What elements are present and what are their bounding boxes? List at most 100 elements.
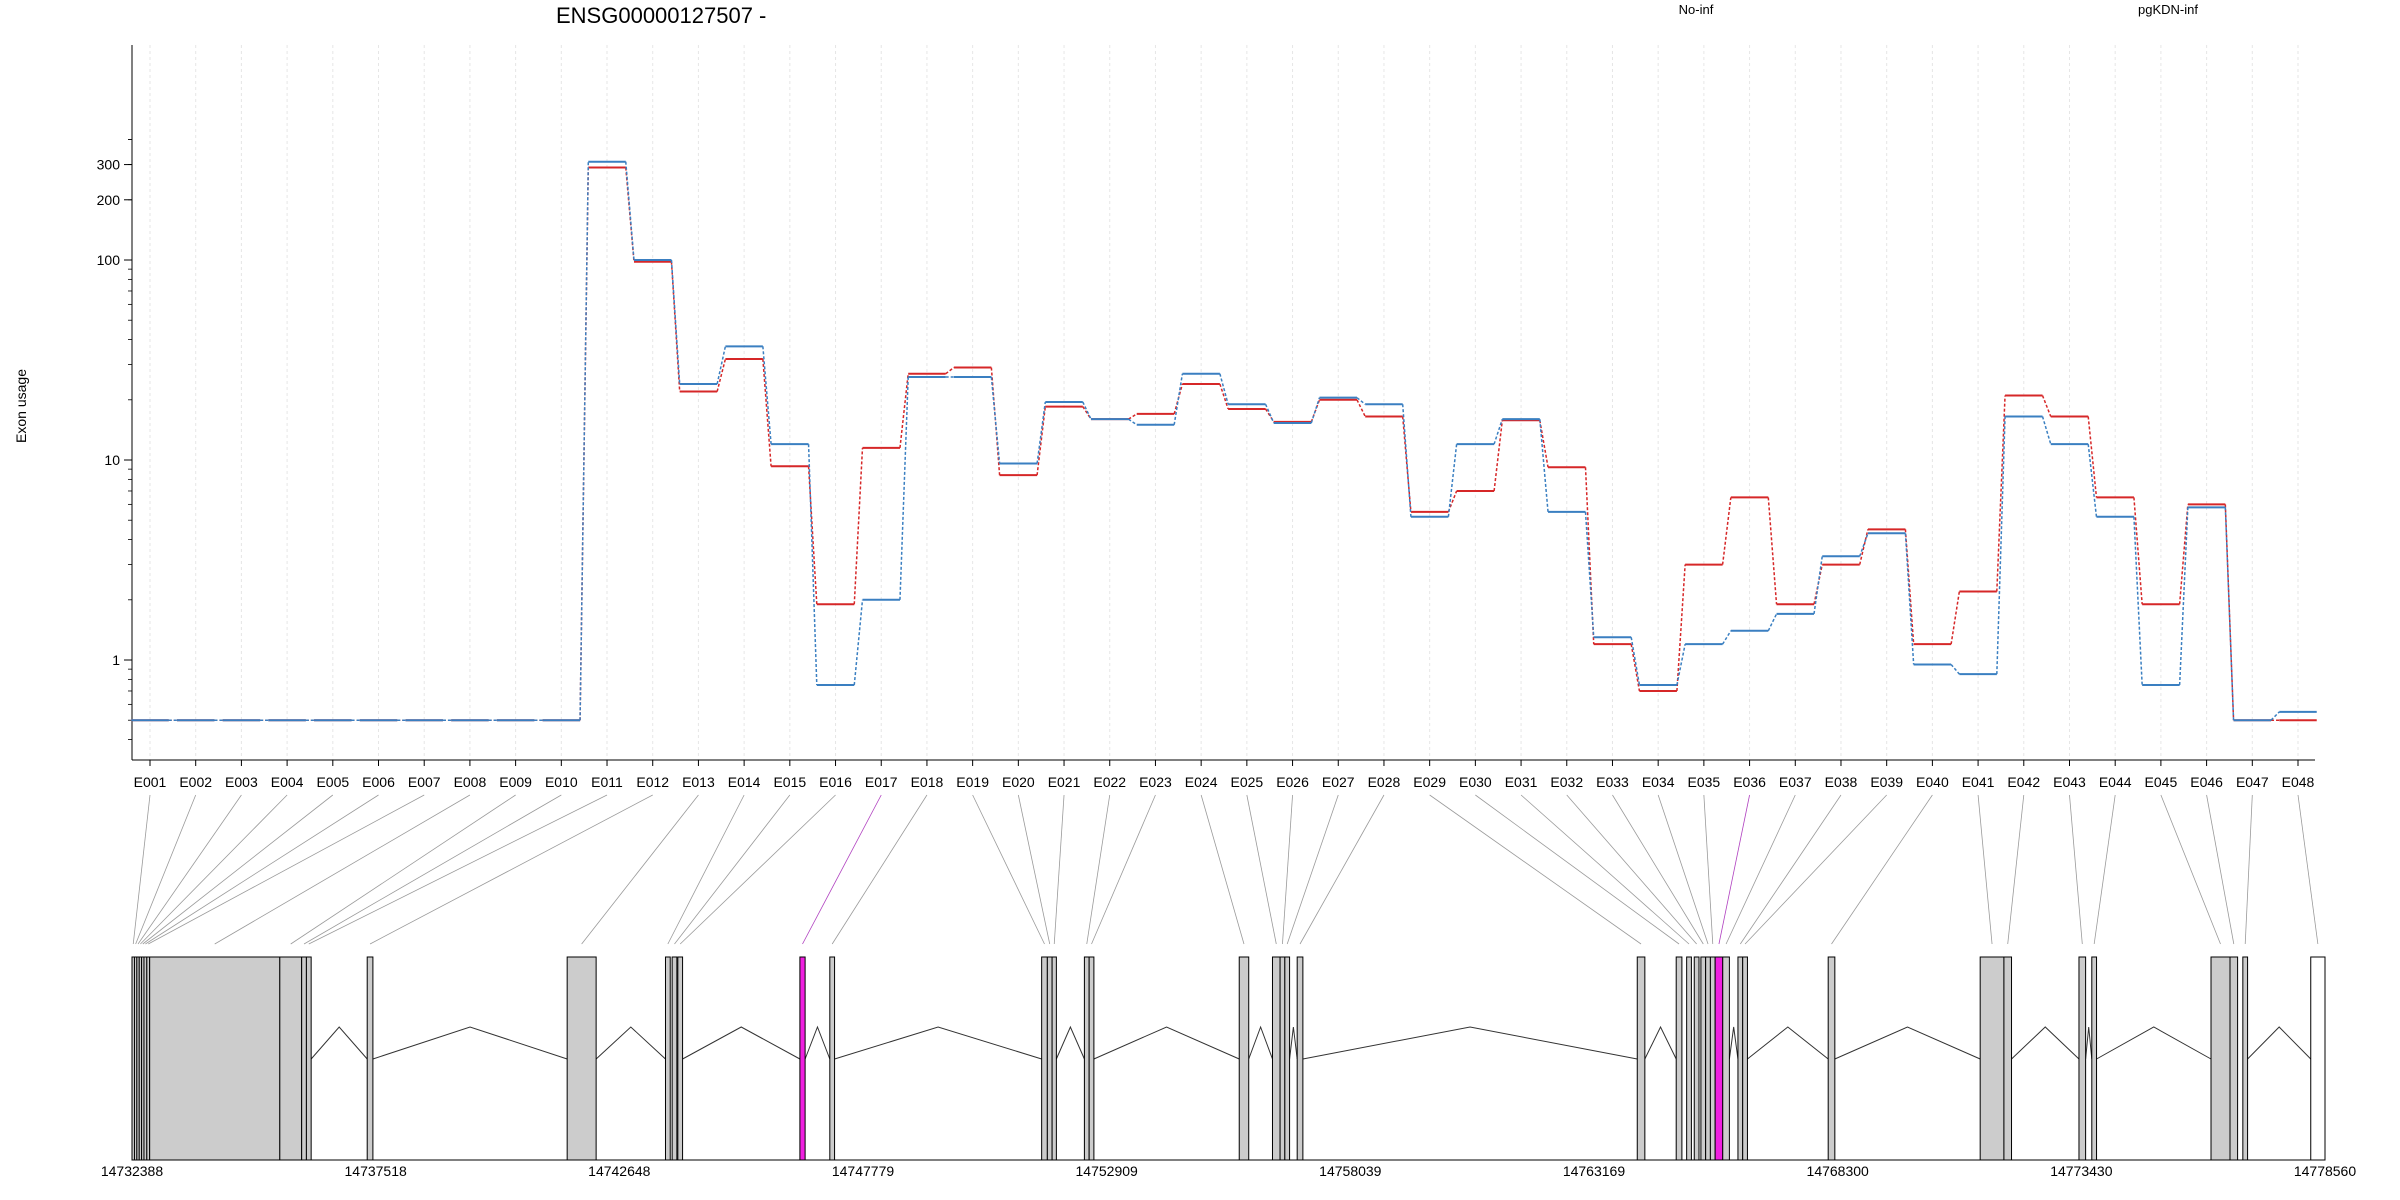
exon-connector [674, 794, 791, 945]
x-tick-label: E035 [1688, 774, 1721, 790]
exon-box [2310, 956, 2326, 1161]
series-connector [1036, 401, 1047, 464]
x-tick-label: E011 [591, 774, 623, 790]
x-tick-label: E022 [1093, 774, 1126, 790]
series-connector [1813, 564, 1823, 605]
genomic-tick-label: 14732388 [101, 1163, 164, 1179]
series-connector [1447, 490, 1458, 513]
exon-connector [1053, 794, 1065, 945]
exon-connector [1086, 794, 1111, 945]
intron-line [372, 1026, 568, 1060]
exon-box [1041, 956, 1048, 1161]
x-tick-label: E006 [362, 774, 395, 790]
series-connector [2178, 504, 2189, 605]
series-connector [2178, 507, 2189, 686]
genomic-tick-label: 14752909 [1076, 1163, 1139, 1179]
series-connector [1493, 420, 1504, 492]
x-tick-label: E030 [1459, 774, 1492, 790]
x-tick-label: E023 [1139, 774, 1172, 790]
intron-line [1248, 1025, 1273, 1060]
exon-box [1088, 956, 1095, 1161]
exon-box [1714, 956, 1724, 1161]
series-connector [2270, 711, 2280, 721]
exon-box [677, 956, 684, 1161]
series-connector [2041, 395, 2052, 417]
series-connector [1401, 404, 1412, 517]
exon-box [1636, 956, 1646, 1161]
exon-connector [308, 794, 608, 945]
y-tick-label: 300 [97, 157, 121, 173]
x-tick-label: E012 [636, 774, 669, 790]
exon-box [301, 956, 307, 1161]
exon-box [671, 956, 678, 1161]
genomic-axis: 14732388 14737518 14742648 14747779 14752909… [101, 1159, 2356, 1179]
x-axis: E001 E002 E003 E004 E005 E006 E007 E008 E009 E010… [132, 759, 2315, 790]
exon-box [1700, 956, 1707, 1161]
x-tick-label: E032 [1550, 774, 1583, 790]
intron-line [2011, 1026, 2080, 1060]
exon-connector [2007, 794, 2025, 945]
x-tick-label: E020 [1002, 774, 1035, 790]
exon-connector [148, 794, 425, 945]
exon-connector [214, 794, 471, 945]
exon-box [1284, 956, 1291, 1161]
series-connector [1264, 403, 1275, 424]
series-connector [1721, 497, 1732, 565]
exon-box [1686, 956, 1692, 1161]
x-tick-label: E029 [1413, 774, 1446, 790]
exon-box [2242, 956, 2249, 1161]
x-tick-label: E043 [2053, 774, 2086, 790]
series-connector [1676, 644, 1686, 686]
exon-connector [290, 794, 516, 945]
exon-box [1705, 956, 1711, 1161]
exon-connector [667, 794, 745, 945]
series-connector [2133, 516, 2143, 686]
series-connector [1539, 420, 1549, 468]
series-connector [1630, 644, 1641, 692]
series-connector [1996, 395, 2006, 592]
series-connector [807, 444, 818, 686]
x-tick-label: E026 [1276, 774, 1309, 790]
x-tick-label: E015 [773, 774, 806, 790]
series-connector [625, 161, 635, 261]
exon-connector [1703, 794, 1714, 945]
exon-box [2210, 956, 2231, 1161]
exon-box [2078, 956, 2087, 1161]
series-connector [1036, 406, 1047, 476]
genomic-tick-label: 14768300 [1807, 1163, 1870, 1179]
series-connector [1219, 373, 1229, 405]
legend-pgkdn-inf: pgKDN-inf [2138, 2, 2198, 17]
exon-connector [369, 794, 653, 945]
exon-box [799, 956, 806, 1161]
x-tick-label: E013 [682, 774, 715, 790]
intron-line [1834, 1026, 1981, 1060]
intron-line [1093, 1026, 1240, 1060]
intron-line [595, 1026, 666, 1060]
exon-connector [1200, 794, 1245, 945]
x-tick-label: E025 [1230, 774, 1263, 790]
x-tick-label: E046 [2190, 774, 2223, 790]
y-tick-label: 10 [104, 452, 120, 468]
genomic-tick-label: 14737518 [345, 1163, 408, 1179]
series-connector [1447, 444, 1458, 517]
exon-box [1046, 956, 1053, 1161]
series-connector [1950, 591, 1961, 645]
exon-connector [1831, 794, 1933, 945]
x-tick-label: E040 [1916, 774, 1949, 790]
x-tick-label: E044 [2099, 774, 2132, 790]
series-lines [131, 160, 2317, 722]
series-connector [762, 358, 772, 467]
x-tick-label: E038 [1825, 774, 1858, 790]
x-tick-label: E018 [911, 774, 944, 790]
exon-connector [1520, 794, 1690, 945]
y-tick-label: 1 [112, 652, 120, 668]
exon-connector [972, 794, 1045, 945]
series-connector [853, 599, 864, 686]
gene-model [131, 956, 2326, 1161]
x-tick-label: E027 [1322, 774, 1355, 790]
series-connector [1310, 397, 1321, 424]
exon-box [1737, 956, 1744, 1161]
exon-connector [135, 794, 197, 945]
exon-box [1675, 956, 1683, 1161]
